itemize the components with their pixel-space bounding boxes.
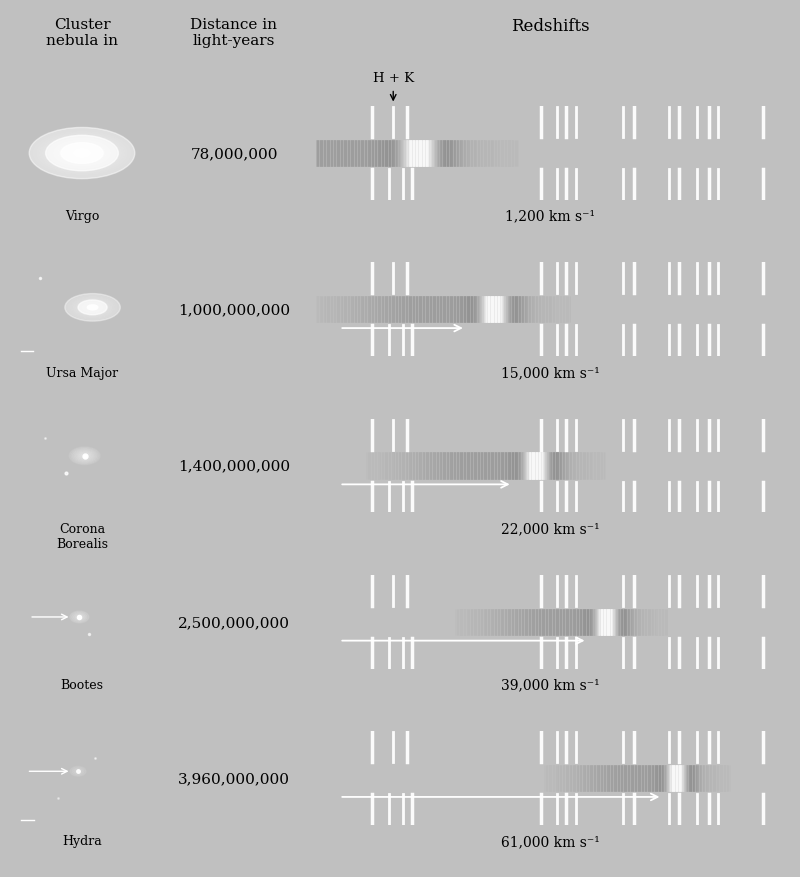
Ellipse shape — [78, 152, 86, 155]
Ellipse shape — [70, 149, 94, 159]
Ellipse shape — [65, 146, 99, 161]
Text: Bootes: Bootes — [61, 679, 103, 691]
Ellipse shape — [77, 616, 82, 619]
Text: 2,500,000,000: 2,500,000,000 — [178, 615, 290, 629]
Ellipse shape — [59, 144, 105, 164]
Ellipse shape — [76, 151, 88, 156]
Text: Corona
Borealis: Corona Borealis — [56, 523, 108, 550]
Ellipse shape — [72, 150, 92, 158]
Ellipse shape — [86, 304, 100, 311]
Ellipse shape — [89, 306, 96, 310]
Ellipse shape — [83, 455, 86, 457]
Ellipse shape — [74, 151, 90, 157]
Text: Redshifts: Redshifts — [510, 18, 590, 34]
Ellipse shape — [69, 447, 100, 465]
Ellipse shape — [80, 153, 84, 155]
Ellipse shape — [78, 453, 91, 460]
Ellipse shape — [61, 144, 103, 164]
Text: Hydra: Hydra — [62, 835, 102, 847]
Ellipse shape — [29, 128, 134, 180]
Ellipse shape — [82, 303, 103, 313]
Ellipse shape — [70, 611, 89, 624]
Ellipse shape — [63, 146, 101, 162]
Text: 22,000 km s⁻¹: 22,000 km s⁻¹ — [501, 522, 599, 536]
Ellipse shape — [72, 767, 84, 775]
Ellipse shape — [75, 770, 81, 773]
Ellipse shape — [61, 145, 103, 163]
Text: 39,000 km s⁻¹: 39,000 km s⁻¹ — [501, 678, 599, 692]
Text: 78,000,000: 78,000,000 — [190, 146, 278, 160]
Ellipse shape — [58, 143, 106, 165]
Ellipse shape — [70, 448, 98, 464]
Text: Cluster
nebula in: Cluster nebula in — [46, 18, 118, 47]
Ellipse shape — [74, 450, 95, 462]
Text: 3,960,000,000: 3,960,000,000 — [178, 771, 290, 785]
Ellipse shape — [52, 140, 112, 167]
Ellipse shape — [75, 615, 84, 620]
Text: H + K: H + K — [373, 72, 414, 85]
Ellipse shape — [74, 614, 86, 621]
Ellipse shape — [77, 452, 93, 460]
Text: 1,000,000,000: 1,000,000,000 — [178, 303, 290, 317]
Ellipse shape — [78, 301, 107, 316]
Text: 1,400,000,000: 1,400,000,000 — [178, 459, 290, 473]
Ellipse shape — [66, 147, 98, 160]
Ellipse shape — [56, 142, 108, 166]
Ellipse shape — [54, 141, 110, 167]
Ellipse shape — [65, 294, 120, 322]
Text: 61,000 km s⁻¹: 61,000 km s⁻¹ — [501, 834, 599, 848]
Ellipse shape — [74, 769, 82, 774]
Ellipse shape — [71, 612, 87, 622]
Ellipse shape — [72, 449, 97, 463]
Text: 1,200 km s⁻¹: 1,200 km s⁻¹ — [505, 210, 595, 224]
Ellipse shape — [46, 136, 118, 172]
Ellipse shape — [80, 453, 90, 459]
Ellipse shape — [70, 766, 86, 776]
Text: 15,000 km s⁻¹: 15,000 km s⁻¹ — [501, 366, 599, 380]
Text: Distance in
light-years: Distance in light-years — [190, 18, 278, 47]
Ellipse shape — [82, 454, 88, 458]
Ellipse shape — [69, 148, 95, 160]
Ellipse shape — [90, 307, 94, 309]
Ellipse shape — [74, 150, 90, 158]
Ellipse shape — [84, 303, 102, 312]
Ellipse shape — [87, 305, 98, 310]
Ellipse shape — [75, 451, 94, 461]
Text: Ursa Major: Ursa Major — [46, 367, 118, 379]
Ellipse shape — [78, 771, 79, 772]
Ellipse shape — [87, 305, 98, 310]
Text: Virgo: Virgo — [65, 210, 99, 223]
